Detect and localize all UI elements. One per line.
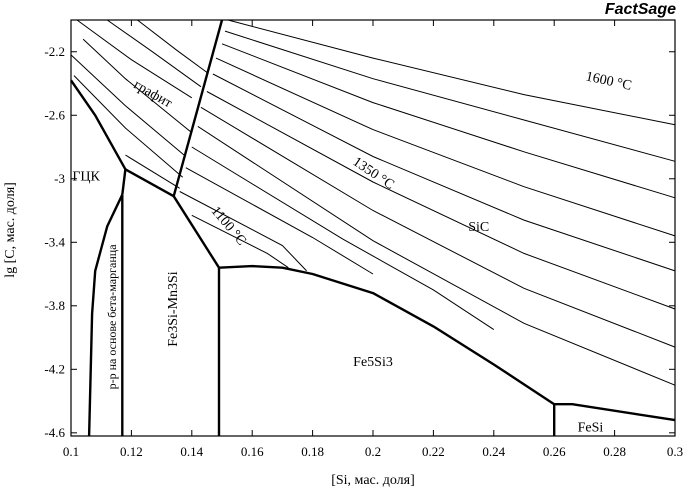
x-tick-label: 0.28 (603, 444, 626, 459)
region-label: FeSi (578, 420, 604, 435)
x-tick-label: 0.14 (180, 444, 203, 459)
y-tick-label: -4.2 (44, 361, 65, 376)
x-tick-label: 0.18 (301, 444, 324, 459)
isotherm-line (227, 19, 676, 126)
x-tick-label: 0.22 (422, 444, 445, 459)
isotherm-line (212, 73, 676, 272)
region-label: 1600 °C (584, 69, 633, 93)
phase-boundary-line (554, 403, 676, 422)
isotherm-line (206, 91, 676, 310)
isotherm-line (76, 19, 193, 99)
y-tick-label: -3 (54, 171, 65, 186)
x-tick-label: 0.12 (120, 444, 143, 459)
y-tick-label: -3.4 (44, 234, 65, 249)
region-label: Fe3Si-Mn3Si (166, 271, 181, 347)
y-axis-label: lg [C, мас. доля] (3, 182, 18, 278)
x-tick-label: 0.24 (482, 444, 505, 459)
x-tick-label: 0.16 (241, 444, 264, 459)
isotherm-line (224, 30, 676, 162)
isotherm-line (221, 43, 676, 199)
phase-boundary-line (172, 19, 224, 197)
isotherm-line (215, 57, 676, 237)
region-label: Fe5Si3 (353, 355, 393, 370)
region-label: ГЦК (72, 169, 100, 184)
isotherm-line (82, 38, 193, 134)
y-tick-label: -2.2 (44, 44, 65, 59)
region-label: 1350 °C (350, 155, 397, 193)
isotherm-line (125, 154, 180, 189)
phase-boundary-line (87, 194, 124, 437)
isotherm-line (197, 125, 676, 386)
x-axis-ticks: 0.1 0.12 0.14 0.16 0.18 0.2 0.22 0.24 0.26 0.28 0.… (63, 20, 683, 459)
isotherm-line (137, 19, 208, 73)
x-tick-label: 0.26 (543, 444, 566, 459)
phase-boundary-line (218, 264, 555, 406)
isotherm-lines (70, 19, 676, 386)
isotherm-line (106, 19, 202, 88)
phase-boundary-lines (70, 19, 676, 437)
brand-label: FactSage (605, 1, 676, 18)
phase-boundary-line (70, 79, 175, 198)
isotherm-line (200, 106, 676, 348)
isotherm-line (191, 146, 495, 331)
y-axis-ticks: -2.2 -2.6 -3 -3.4 -3.8 -4.2 -4.6 (44, 44, 675, 440)
y-tick-label: -3.8 (44, 298, 65, 313)
region-label: р-р на основе бета-марганца (105, 244, 119, 390)
y-tick-label: -4.6 (44, 425, 65, 440)
x-axis-label: [Si, мас. доля] (331, 473, 415, 488)
phase-boundary-line (172, 195, 221, 269)
isotherm-line (185, 167, 374, 275)
isotherm-line (73, 75, 184, 178)
x-tick-label: 0.1 (63, 444, 79, 459)
y-tick-label: -2.6 (44, 107, 65, 122)
x-tick-label: 0.2 (365, 444, 381, 459)
isotherm-line (70, 54, 187, 157)
region-label: SiC (468, 220, 489, 235)
x-tick-label: 0.3 (667, 444, 683, 459)
isotherm-line (179, 191, 307, 272)
phase-boundary-line (121, 169, 127, 195)
isotherm-line (191, 214, 289, 269)
